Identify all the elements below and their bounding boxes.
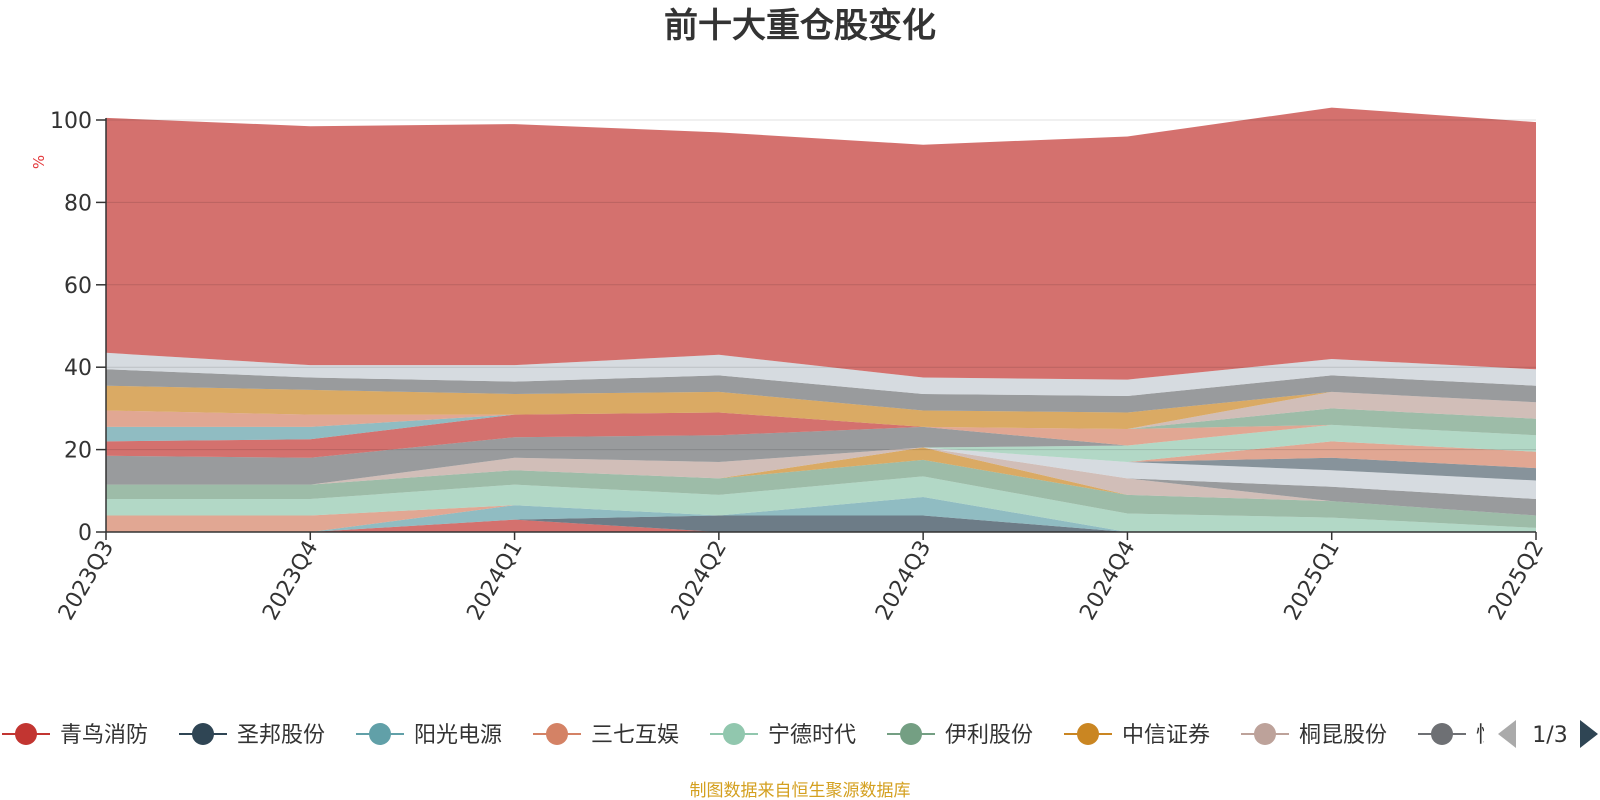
- legend-label: 宁德时代: [768, 723, 856, 748]
- legend-item[interactable]: 阳光电源: [356, 723, 502, 748]
- plot-area: [106, 107, 1536, 532]
- x-tick-label: 2025Q2: [1484, 537, 1549, 625]
- area-series-21: [106, 369, 1536, 413]
- legend-marker: [900, 723, 922, 745]
- x-tick-label: 2024Q4: [1075, 537, 1140, 625]
- legend-marker: [369, 723, 391, 745]
- y-tick-label: 40: [64, 356, 92, 381]
- legend-label-truncated: 恒: [1476, 723, 1498, 748]
- area-series-11: [106, 447, 1536, 485]
- area-series-12: [106, 441, 1536, 485]
- y-tick-label: 80: [64, 191, 92, 216]
- y-tick-label: 20: [64, 439, 92, 464]
- legend-item[interactable]: 中信证券: [1064, 723, 1210, 748]
- legend-item[interactable]: 三七互娱: [533, 723, 679, 748]
- legend-page-indicator: 1/3: [1532, 723, 1567, 748]
- chart-title: 前十大重仓股变化: [664, 6, 936, 46]
- legend-prev-page-icon[interactable]: [1498, 720, 1516, 748]
- legend: 青鸟消防 圣邦股份 阳光电源 三七互娱 宁德时代 伊利股份 中信证券 桐昆股份 恒 1/3: [2, 720, 1598, 748]
- legend-marker: [1254, 723, 1276, 745]
- legend-item[interactable]: 宁德时代: [710, 723, 856, 748]
- x-tick-label: 2023Q3: [54, 537, 119, 625]
- legend-marker: [723, 723, 745, 745]
- x-tick-label: 2023Q4: [258, 537, 323, 625]
- area-series-22: [106, 352, 1536, 396]
- area-series-16: [106, 412, 1536, 446]
- legend-label: 阳光电源: [414, 723, 502, 748]
- area-series-3: [106, 497, 1536, 532]
- area-series-5: [106, 476, 1536, 532]
- area-series-15: [106, 412, 1536, 458]
- x-tick-label: 2025Q1: [1280, 537, 1345, 625]
- y-tick-label: 60: [64, 274, 92, 299]
- legend-item-partial[interactable]: 恒: [1418, 723, 1498, 748]
- area-series-19: [106, 391, 1536, 429]
- x-tick-label: 2024Q3: [871, 537, 936, 625]
- legend-marker: [546, 723, 568, 745]
- x-tick-label: 2024Q1: [462, 537, 527, 625]
- area-series-1: [106, 519, 1536, 532]
- legend-next-page-icon[interactable]: [1580, 720, 1598, 748]
- area-series-4: [106, 497, 1536, 532]
- legend-marker: [15, 723, 37, 745]
- area-series-6: [106, 459, 1536, 528]
- area-series-13: [106, 424, 1536, 485]
- legend-marker: [1077, 723, 1099, 745]
- legend-label: 圣邦股份: [237, 723, 325, 748]
- source-note: 制图数据来自恒生聚源数据库: [690, 781, 911, 800]
- legend-item[interactable]: 伊利股份: [887, 723, 1033, 748]
- legend-marker: [192, 723, 214, 745]
- legend-label: 伊利股份: [945, 723, 1033, 748]
- legend-item[interactable]: 圣邦股份: [179, 723, 325, 748]
- legend-label: 三七互娱: [591, 723, 679, 748]
- y-axis-unit-label: %: [30, 155, 48, 169]
- legend-marker: [1431, 723, 1453, 745]
- area-series-20: [106, 385, 1536, 429]
- area-series-18: [106, 408, 1536, 436]
- area-series-2: [106, 515, 1536, 532]
- area-series-10: [106, 447, 1536, 499]
- legend-label: 桐昆股份: [1299, 723, 1387, 748]
- area-series-8: [106, 447, 1536, 516]
- y-tick-label: 0: [78, 521, 92, 546]
- legend-label: 中信证券: [1122, 723, 1210, 748]
- legend-label: 青鸟消防: [60, 723, 148, 748]
- legend-item[interactable]: 青鸟消防: [2, 723, 148, 748]
- y-tick-label: 100: [50, 109, 92, 134]
- x-tick-label: 2024Q2: [667, 537, 732, 625]
- area-series-23: [106, 107, 1536, 380]
- area-series-17: [106, 410, 1536, 446]
- area-series-14: [106, 424, 1536, 485]
- legend-item[interactable]: 桐昆股份: [1241, 723, 1387, 748]
